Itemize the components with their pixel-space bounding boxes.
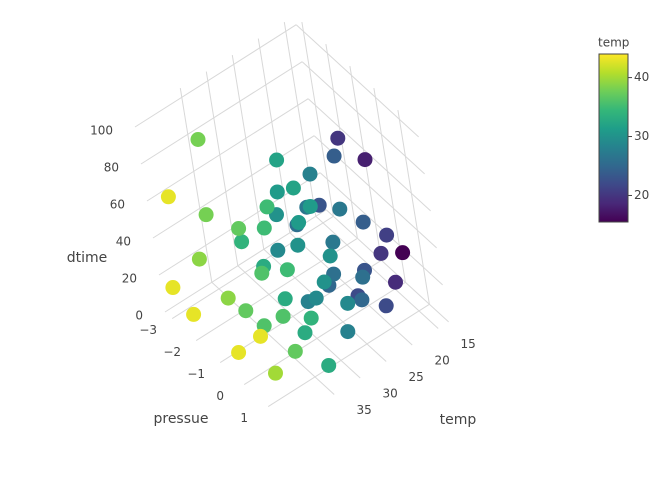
point [270,242,286,258]
y-tick-label: 20 [435,354,450,368]
point [322,248,338,264]
grid-line [237,265,361,379]
point [326,148,342,164]
point [325,234,341,250]
point [165,280,181,296]
grid-line [325,209,449,323]
colorbar-tick-label: 40 [634,70,649,84]
point [279,262,295,278]
point [275,308,291,324]
point [379,227,395,243]
grid-line [301,21,334,217]
grid-line [301,61,425,175]
x-tick-label: −1 [187,367,205,381]
point [191,251,207,267]
point [357,152,373,168]
colorbar [598,53,629,223]
point [231,345,247,360]
point [259,199,275,215]
z-tick-label: 0 [135,309,143,323]
point [330,130,346,146]
point [234,234,250,250]
point [321,357,337,373]
z-tick-label: 40 [116,235,131,249]
point [302,166,318,182]
point [269,152,285,168]
point [308,290,324,306]
z-tick-label: 60 [110,198,125,212]
grid-line [267,303,430,408]
y-tick-label: 25 [409,370,424,384]
point [269,184,285,200]
grid-line [140,61,303,165]
grid-line [152,135,315,239]
grid-line [289,232,413,346]
z-tick-label: 100 [90,124,113,138]
point [290,237,306,253]
point [220,290,236,306]
grid-line [257,38,291,233]
point [256,220,272,236]
point [395,245,411,261]
point [340,324,356,340]
point [238,303,254,319]
y-axis-title: temp [440,412,477,428]
point [253,328,268,344]
colorbar-title: temp [598,36,629,50]
grid-line [179,87,213,283]
point [378,298,394,314]
point [388,274,403,290]
y-tick-label: 35 [357,403,372,417]
grid-line [315,215,439,329]
point [355,269,371,285]
z-axis-title: dtime [67,250,108,266]
x-axis-title: pressue [153,411,208,427]
point [332,201,348,217]
x-tick-label: 1 [240,411,248,425]
point [254,265,270,281]
point [355,214,371,230]
point [186,306,202,322]
point [303,310,319,326]
grid-line [231,54,265,250]
x-tick-label: 0 [216,389,224,403]
grid-line [295,24,419,138]
z-tick-label: 80 [104,161,119,175]
grid-line [134,24,297,128]
point [198,207,214,223]
x-tick-label: −2 [163,345,181,359]
y-tick-label: 15 [461,337,476,351]
point [231,221,247,236]
point [287,343,303,359]
colorbar-tick-label: 20 [634,188,649,202]
grid-line [205,71,239,266]
point [160,189,176,205]
point [190,132,206,147]
colorbar-tick-label: 30 [634,129,649,143]
grid-line [171,215,334,320]
point [277,291,293,307]
z-tick-label: 20 [122,272,137,286]
point [373,245,389,261]
grid-line [397,109,430,305]
grid-line [146,98,309,202]
grid-line [319,172,443,286]
point [340,295,356,311]
point [285,180,301,196]
point [291,215,307,230]
point [316,274,332,290]
grid-line [283,21,317,217]
x-tick-label: −3 [139,323,157,337]
point [354,292,370,308]
point [302,198,318,214]
point [297,325,313,341]
grid-line [219,259,382,364]
point [268,365,283,381]
y-tick-label: 30 [383,387,398,401]
